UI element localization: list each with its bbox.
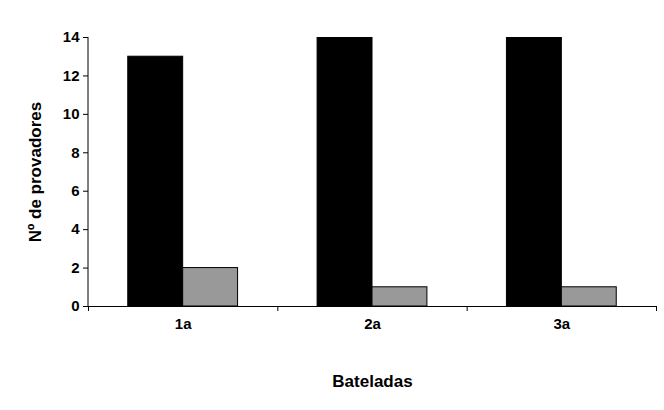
svg-text:1a: 1a (175, 315, 192, 332)
svg-text:2: 2 (71, 259, 79, 276)
svg-text:14: 14 (63, 28, 80, 45)
svg-text:2a: 2a (364, 315, 381, 332)
svg-text:Bateladas: Bateladas (332, 372, 412, 391)
svg-text:0: 0 (71, 297, 79, 314)
svg-text:8: 8 (71, 144, 79, 161)
svg-text:3a: 3a (553, 315, 570, 332)
svg-text:12: 12 (63, 67, 80, 84)
svg-text:Nº de provadores: Nº de provadores (26, 102, 45, 242)
svg-text:4: 4 (71, 220, 80, 237)
svg-text:6: 6 (71, 182, 79, 199)
svg-text:10: 10 (63, 105, 80, 122)
